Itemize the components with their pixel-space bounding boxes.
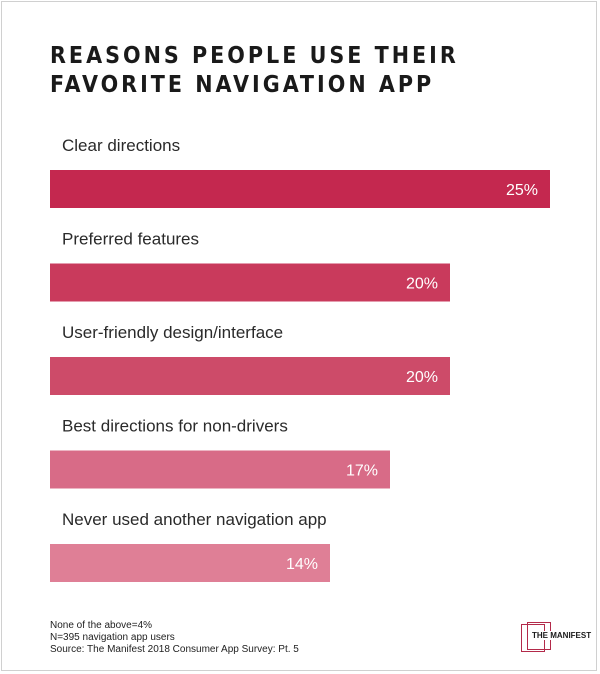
- chart-title: REASONS PEOPLE USE THEIR FAVORITE NAVIGA…: [50, 42, 570, 100]
- bar-value-label: 25%: [506, 182, 538, 199]
- logo-text: THE MANIFEST: [531, 631, 593, 640]
- bar: [50, 170, 550, 208]
- category-label: Preferred features: [62, 230, 199, 249]
- bar: [50, 263, 450, 302]
- the-manifest-logo: THE MANIFEST: [521, 622, 593, 652]
- footnote-sample-size: N=395 navigation app users: [50, 632, 175, 643]
- footnotes: None of the above=4% N=395 navigation ap…: [50, 620, 299, 656]
- category-label: Clear directions: [62, 136, 180, 155]
- bar-value-label: 20%: [406, 276, 438, 293]
- bar-value-label: 14%: [286, 556, 318, 573]
- title-line-1: REASONS PEOPLE USE THEIR: [50, 43, 459, 69]
- title-line-2: FAVORITE NAVIGATION APP: [50, 72, 435, 98]
- footnote-none-above: None of the above=4%: [50, 620, 153, 631]
- category-label: User-friendly design/interface: [62, 323, 283, 342]
- bar-chart: Clear directions 25% Preferred features 20%…: [50, 136, 550, 582]
- bar-value-label: 20%: [406, 369, 438, 386]
- category-label: Best directions for non-drivers: [62, 417, 288, 436]
- bar: [50, 544, 330, 582]
- category-label: Never used another navigation app: [62, 510, 327, 529]
- bar: [50, 450, 390, 489]
- footnote-source: Source: The Manifest 2018 Consumer App S…: [50, 644, 299, 655]
- bar-value-label: 17%: [346, 463, 378, 480]
- bar: [50, 357, 450, 395]
